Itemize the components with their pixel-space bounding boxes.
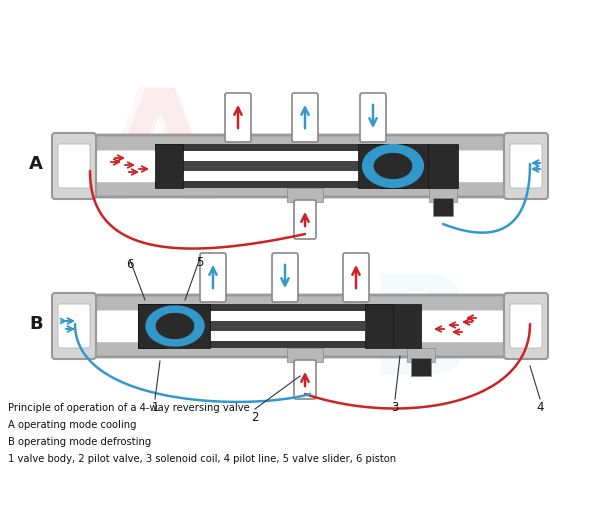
FancyBboxPatch shape	[58, 144, 90, 188]
FancyBboxPatch shape	[294, 360, 316, 399]
Bar	[155, 144, 408, 151]
Bar	[287, 348, 323, 362]
FancyBboxPatch shape	[510, 144, 542, 188]
Text: 5: 5	[196, 256, 203, 269]
FancyBboxPatch shape	[52, 133, 96, 199]
FancyBboxPatch shape	[83, 295, 517, 357]
Text: 3: 3	[391, 401, 398, 414]
Text: B: B	[367, 268, 473, 404]
FancyBboxPatch shape	[83, 135, 517, 197]
Bar	[96, 310, 504, 342]
Polygon shape	[147, 307, 203, 345]
Bar	[138, 304, 393, 311]
Text: 4: 4	[536, 401, 544, 414]
Bar	[433, 198, 453, 216]
Text: B: B	[29, 315, 43, 333]
Text: 6: 6	[126, 258, 134, 271]
Bar	[393, 304, 421, 348]
Bar	[96, 150, 504, 182]
FancyBboxPatch shape	[510, 304, 542, 348]
FancyBboxPatch shape	[360, 93, 386, 142]
Bar	[411, 358, 431, 376]
Bar	[166, 321, 365, 331]
Bar	[429, 188, 457, 202]
Text: B operating mode defrosting: B operating mode defrosting	[8, 437, 151, 447]
Text: A: A	[96, 81, 214, 230]
Polygon shape	[148, 308, 202, 344]
Bar	[138, 304, 166, 348]
FancyBboxPatch shape	[52, 293, 96, 359]
FancyBboxPatch shape	[294, 200, 316, 239]
Text: A: A	[29, 155, 43, 173]
Bar	[365, 304, 393, 348]
FancyBboxPatch shape	[292, 93, 318, 142]
Bar	[358, 144, 428, 188]
Bar	[183, 161, 380, 171]
FancyBboxPatch shape	[272, 253, 298, 302]
Ellipse shape	[364, 146, 422, 186]
Bar	[428, 144, 458, 188]
Polygon shape	[366, 147, 420, 184]
Bar	[155, 144, 183, 188]
Bar	[407, 348, 435, 362]
Text: 2: 2	[251, 411, 259, 424]
Text: 1: 1	[151, 401, 159, 414]
FancyBboxPatch shape	[504, 293, 548, 359]
Bar	[287, 188, 323, 202]
Text: A operating mode cooling: A operating mode cooling	[8, 420, 137, 430]
Polygon shape	[365, 147, 421, 185]
FancyBboxPatch shape	[504, 133, 548, 199]
Bar	[138, 304, 210, 348]
Bar	[155, 181, 408, 188]
FancyBboxPatch shape	[225, 93, 251, 142]
Bar	[96, 310, 504, 342]
Text: A: A	[106, 83, 214, 219]
FancyBboxPatch shape	[343, 253, 369, 302]
Polygon shape	[146, 306, 204, 346]
Polygon shape	[364, 146, 422, 186]
Bar	[138, 341, 393, 348]
Text: 1 valve body, 2 pilot valve, 3 solenoid coil, 4 pilot line, 5 valve slider, 6 pi: 1 valve body, 2 pilot valve, 3 solenoid …	[8, 454, 396, 464]
FancyBboxPatch shape	[200, 253, 226, 302]
FancyBboxPatch shape	[58, 304, 90, 348]
Text: Principle of operation of a 4-way reversing valve: Principle of operation of a 4-way revers…	[8, 403, 250, 413]
Bar	[96, 150, 504, 182]
Bar	[380, 144, 408, 188]
